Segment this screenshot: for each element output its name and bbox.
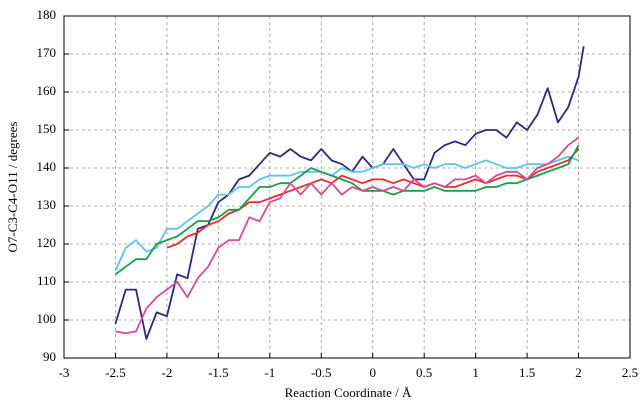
x-tick-label: 2 [575,365,582,380]
plot-frame [63,15,631,359]
y-tick-label: 170 [37,45,57,60]
x-tick-label: -2.5 [105,365,126,380]
y-tick-label: 180 [37,7,57,22]
x-tick-label: 0.5 [416,365,432,380]
x-tick-label: -1.5 [208,365,229,380]
y-tick-label: 90 [43,349,56,364]
y-tick-label: 140 [37,159,57,174]
x-tick-label: -1 [264,365,275,380]
y-tick-label: 100 [37,311,57,326]
x-tick-label: 0 [369,365,376,380]
series-line [115,136,580,335]
x-tick-label: -3 [59,365,70,380]
y-tick-label: 130 [37,197,57,212]
series-line [114,155,579,271]
series-line [166,148,580,249]
x-tick-label: 2.5 [622,365,638,380]
x-tick-label: -2 [161,365,172,380]
x-axis-label: Reaction Coordinate / Å [285,385,412,400]
y-tick-label: 150 [37,121,57,136]
y-axis-label: O7-C3-C4-O11 / degrees [5,122,20,253]
y-tick-label: 110 [37,273,56,288]
x-tick-label: -0.5 [311,365,332,380]
x-tick-label: 1 [472,365,479,380]
y-tick-label: 120 [37,235,57,250]
x-tick-label: 1.5 [519,365,535,380]
y-tick-label: 160 [37,83,57,98]
series-line [114,144,580,276]
